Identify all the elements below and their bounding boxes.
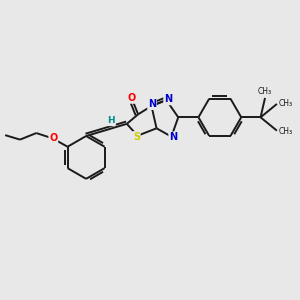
Text: CH₃: CH₃ [278,99,292,108]
Text: S: S [133,132,140,142]
Text: CH₃: CH₃ [278,127,292,136]
Text: N: N [169,132,177,142]
Text: CH₃: CH₃ [258,87,272,96]
Text: O: O [128,93,136,103]
Text: O: O [49,134,57,143]
Text: N: N [148,99,156,109]
Text: N: N [164,94,172,104]
Text: H: H [107,116,115,125]
